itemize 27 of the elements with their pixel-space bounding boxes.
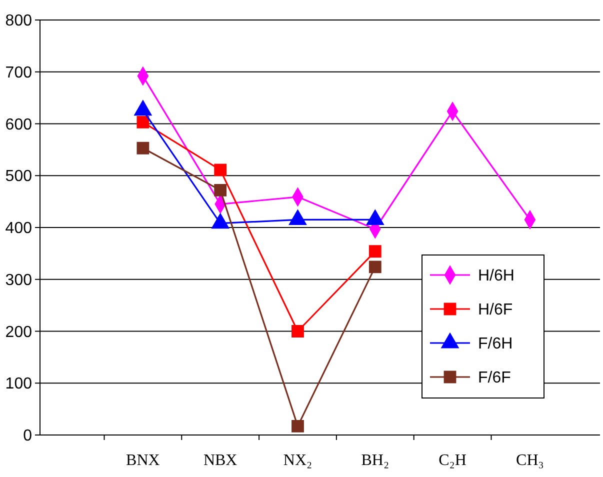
y-tick-label: 700: [5, 64, 32, 82]
legend-label: F/6H: [478, 336, 513, 353]
point: [368, 260, 382, 274]
legend-label: H/6F: [478, 302, 513, 319]
y-tick-label: 400: [5, 220, 32, 238]
y-tick-label: 500: [5, 168, 32, 186]
x-tick-label: C₂H: [438, 452, 467, 469]
x-tick-label: CH₃: [516, 452, 544, 469]
point: [214, 164, 227, 176]
y-tick-label: 800: [5, 12, 32, 30]
y-tick-label: 200: [5, 324, 32, 341]
x-tick-label: NBX: [203, 452, 238, 469]
x-tick-label: NX₂: [283, 452, 312, 469]
point: [136, 142, 150, 154]
point: [292, 420, 304, 432]
point: [368, 245, 382, 258]
legend-label: H/6H: [478, 268, 514, 285]
point: [214, 184, 227, 196]
y-tick-label: 0: [23, 428, 32, 445]
x-tick-label: BNX: [126, 452, 160, 469]
x-tick-label: BH₂: [361, 452, 390, 469]
point: [136, 116, 150, 128]
y-tick-label: 600: [5, 116, 32, 134]
y-tick-label: 100: [5, 376, 32, 393]
point: [292, 325, 304, 338]
y-tick-label: 300: [5, 272, 32, 289]
legend-label: F/6F: [478, 370, 512, 387]
